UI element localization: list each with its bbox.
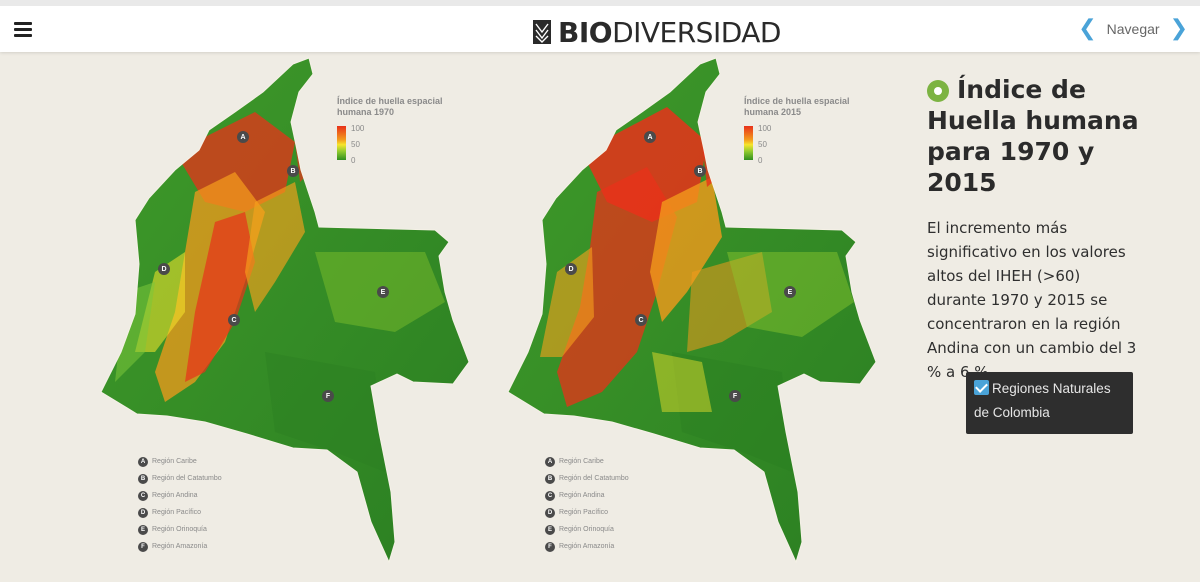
region-marker-f[interactable]: F <box>322 390 334 402</box>
region-name: Región del Catatumbo <box>152 475 222 482</box>
region-letter: E <box>545 524 555 535</box>
legend-tick-100: 100 <box>758 124 772 133</box>
legend-title-line1: Índice de huella espacial <box>744 96 850 106</box>
region-legend-item: E Región Orinoquía <box>138 521 222 538</box>
legend-tick-100: 100 <box>351 124 365 133</box>
region-name: Región Amazonía <box>559 543 615 550</box>
logo-mark-icon <box>533 20 551 44</box>
region-legend-item: D Región Pacífico <box>545 504 629 521</box>
region-letter: C <box>138 490 148 501</box>
region-marker-f[interactable]: F <box>729 390 741 402</box>
legend-color-bar <box>337 126 346 160</box>
region-marker-c[interactable]: C <box>635 314 647 326</box>
map-pin-icon <box>927 80 949 102</box>
region-legend-item: D Región Pacífico <box>138 504 222 521</box>
legend-title-1970: Índice de huella espacial humana 1970 <box>337 96 477 118</box>
chevron-left-icon[interactable]: ❮ <box>1078 16 1097 41</box>
logo-text-light: DIVERSIDAD <box>612 15 781 49</box>
region-letter: A <box>545 456 555 467</box>
regions-toggle-button[interactable]: Regiones Naturales de Colombia <box>966 372 1133 434</box>
nav-label[interactable]: Navegar <box>1106 21 1160 37</box>
region-marker-d[interactable]: D <box>158 263 170 275</box>
legend-tick-50: 50 <box>758 140 767 149</box>
hamburger-icon[interactable] <box>14 22 32 37</box>
region-name: Región Orinoquía <box>559 526 614 533</box>
region-letter: D <box>545 507 555 518</box>
info-description: El incremento más significativo en los v… <box>927 219 1137 381</box>
region-marker-e[interactable]: E <box>377 286 389 298</box>
region-letter: E <box>138 524 148 535</box>
region-marker-b[interactable]: B <box>694 165 706 177</box>
top-bar: BIO DIVERSIDAD ❮ Navegar ❯ <box>0 0 1200 52</box>
region-legend-item: B Región del Catatumbo <box>138 470 222 487</box>
region-marker-d[interactable]: D <box>565 263 577 275</box>
region-legend-item: F Región Amazonía <box>138 538 222 555</box>
map-1970: A B C D E F Índice de huella espacial hu… <box>95 52 485 577</box>
legend-title-2015: Índice de huella espacial humana 2015 <box>744 96 884 118</box>
region-letter: A <box>138 456 148 467</box>
region-name: Región Amazonía <box>152 543 208 550</box>
info-title-block: Índice de Huella humana para 1970 y 2015 <box>927 74 1157 198</box>
region-name: Región Pacífico <box>152 509 202 516</box>
region-legend-item: E Región Orinoquía <box>545 521 629 538</box>
logo-text-bold: BIO <box>558 15 613 49</box>
region-marker-c[interactable]: C <box>228 314 240 326</box>
legend-tick-0: 0 <box>758 156 763 165</box>
regions-toggle-label: Regiones Naturales de Colombia <box>974 381 1111 420</box>
legend-title-line2: humana 2015 <box>744 107 802 117</box>
region-legend-item: A Región Caribe <box>138 453 222 470</box>
region-letter: B <box>545 473 555 484</box>
region-name: Región del Catatumbo <box>559 475 629 482</box>
legend-tick-0: 0 <box>351 156 356 165</box>
region-letter: C <box>545 490 555 501</box>
legend-tick-50: 50 <box>351 140 360 149</box>
region-legend: A Región Caribe B Región del Catatumbo C Re… <box>138 453 222 555</box>
region-legend-item: F Región Amazonía <box>545 538 629 555</box>
region-marker-a[interactable]: A <box>644 131 656 143</box>
map-2015: A B C D E F Índice de huella espacial hu… <box>502 52 892 577</box>
region-name: Región Andina <box>152 492 198 499</box>
checkbox-checked-icon[interactable] <box>974 380 989 395</box>
region-name: Región Caribe <box>152 458 197 465</box>
legend-title-line2: humana 1970 <box>337 107 395 117</box>
region-legend-item: C Región Andina <box>545 487 629 504</box>
region-legend-item: C Región Andina <box>138 487 222 504</box>
colombia-map-1970 <box>100 57 470 563</box>
region-marker-a[interactable]: A <box>237 131 249 143</box>
region-name: Región Orinoquía <box>152 526 207 533</box>
legend-title-line1: Índice de huella espacial <box>337 96 443 106</box>
region-legend-item: B Región del Catatumbo <box>545 470 629 487</box>
region-marker-e[interactable]: E <box>784 286 796 298</box>
region-name: Región Andina <box>559 492 605 499</box>
region-letter: F <box>545 541 555 552</box>
region-letter: D <box>138 507 148 518</box>
chevron-right-icon[interactable]: ❯ <box>1169 16 1188 41</box>
page-title: Índice de Huella humana para 1970 y 2015 <box>927 75 1139 197</box>
region-letter: B <box>138 473 148 484</box>
logo[interactable]: BIO DIVERSIDAD <box>532 15 781 49</box>
region-name: Región Pacífico <box>559 509 609 516</box>
region-legend: A Región Caribe B Región del Catatumbo C Re… <box>545 453 629 555</box>
navigation: ❮ Navegar ❯ <box>1078 16 1188 41</box>
region-marker-b[interactable]: B <box>287 165 299 177</box>
legend-color-bar <box>744 126 753 160</box>
region-legend-item: A Región Caribe <box>545 453 629 470</box>
region-name: Región Caribe <box>559 458 604 465</box>
region-letter: F <box>138 541 148 552</box>
